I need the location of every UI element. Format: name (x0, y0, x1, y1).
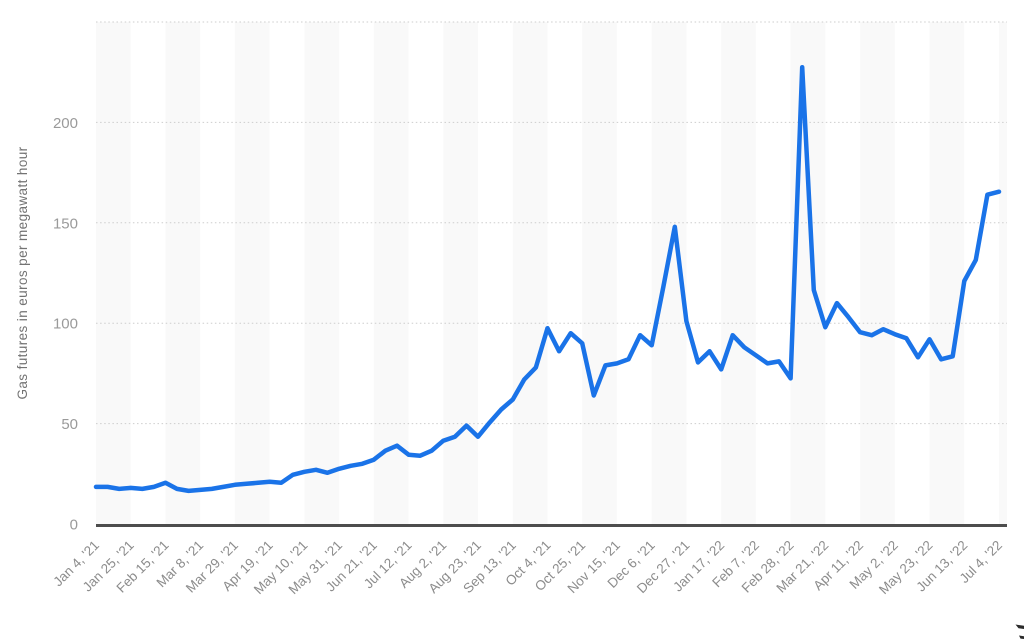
y-tick-label: 150 (53, 215, 78, 232)
plot-stripe (234, 22, 270, 524)
price-line (93, 64, 1002, 494)
gridlines (96, 21, 1007, 425)
y-tick-label: 0 (70, 517, 78, 534)
plot-stripe (721, 22, 756, 524)
plot-stripe (860, 22, 895, 524)
plot-stripe (512, 22, 548, 524)
y-tick-label: 200 (53, 115, 78, 132)
plot-stripe (165, 22, 201, 524)
plot-stripe (929, 22, 965, 524)
y-axis-title: Gas futures in euros per megawatt hour (15, 146, 30, 399)
plot-stripe (582, 22, 617, 524)
plot-stripe (999, 22, 1007, 524)
y-tick-label: 100 (53, 316, 78, 333)
y-tick-label: 50 (61, 416, 78, 433)
plot-stripe (443, 22, 478, 524)
plot-stripe (96, 22, 131, 524)
plot-stripe (373, 22, 409, 524)
y-tick-labels: 0 50 100 150 200 (53, 115, 78, 534)
plot-stripe (304, 22, 340, 524)
cropped-edge-artifact (1015, 624, 1024, 639)
background-stripes (96, 22, 1007, 524)
